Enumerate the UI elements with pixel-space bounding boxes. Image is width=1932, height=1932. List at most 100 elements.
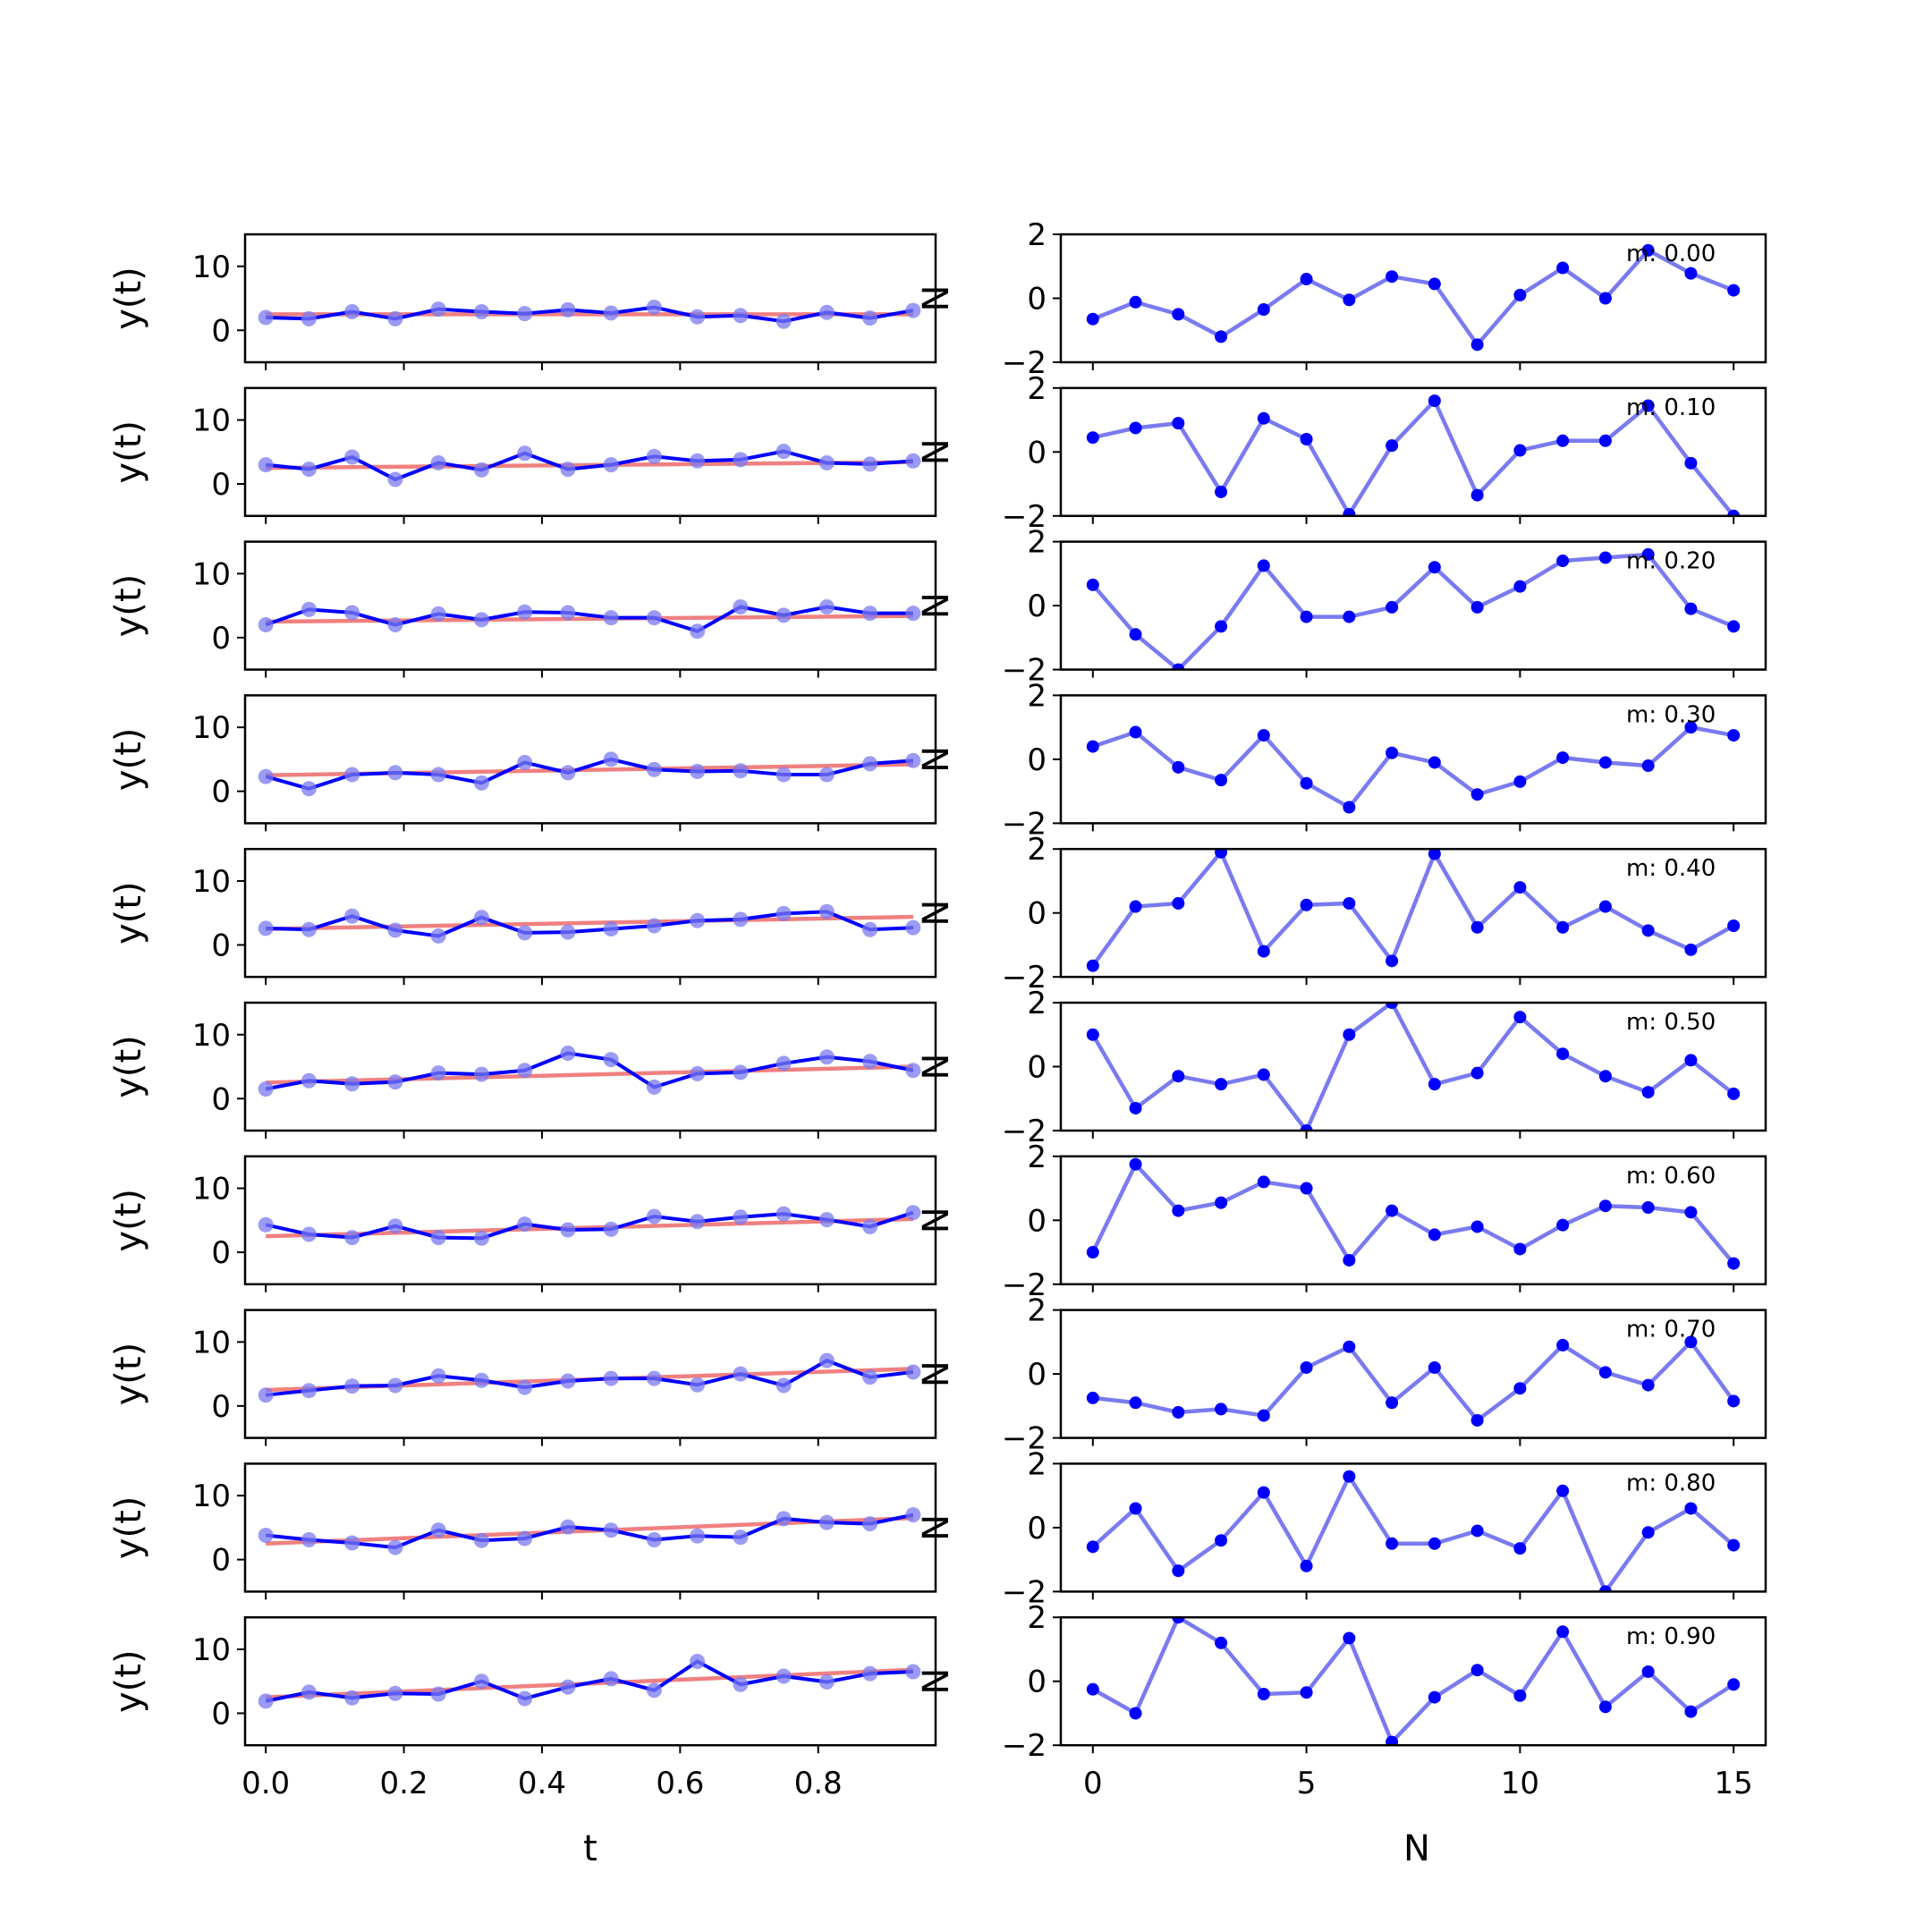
right-plot-area [1086,1003,1741,1131]
data-point [905,1205,921,1221]
y-axis-label: N [916,1054,957,1080]
data-point [1086,578,1099,591]
data-point [1470,1066,1484,1080]
left-plot-area [258,300,921,329]
data-point [1086,1246,1099,1259]
data-point [1385,746,1399,759]
data-point [1086,959,1099,972]
data-point [560,1679,576,1695]
left-plot-area [258,599,921,640]
data-point [1257,1068,1270,1081]
y-axis-label: y(t) [108,1035,149,1098]
y-axis-label: N [916,746,957,773]
data-point [1300,1124,1313,1131]
data-point [1598,1366,1612,1379]
data-point [905,606,921,622]
data-point [1385,1204,1399,1217]
data-point [818,767,835,783]
right-plot-area [1086,243,1741,352]
right-plot-area [1086,1335,1741,1427]
data-point [1215,1402,1228,1416]
data-point [387,922,403,938]
data-point [344,605,360,621]
y-tick-label: 2 [1027,1140,1046,1175]
data-point [344,1535,360,1551]
data-point [862,1665,878,1682]
y-tick-label: 0 [1027,1665,1046,1700]
data-point [1513,775,1527,788]
data-point [1257,945,1270,958]
data-point [1641,1526,1655,1539]
data-point [560,605,576,621]
y-tick-label: 2 [1027,1446,1046,1482]
right-panel-6: m: 0.60 −2 0 2 N [916,1140,1767,1303]
y-tick-label: 10 [192,250,231,285]
data-point [560,1519,576,1535]
data-point [1257,1409,1270,1422]
data-point [1428,1228,1441,1241]
data-point [603,921,619,937]
left-panel-3: 0 10 y(t) [108,694,937,832]
data-point [1598,1070,1612,1083]
data-point [1300,433,1313,445]
y-axis-label: N [916,592,957,619]
y-axis-label: y(t) [108,574,149,638]
left-plot-area [258,1205,921,1246]
panel-annotation: m: 0.80 [1626,1470,1716,1496]
data-point [517,1530,533,1546]
data-point [560,301,576,318]
series-line [1092,724,1734,810]
data-point [517,925,533,941]
data-point [258,920,274,936]
data-point [1428,561,1441,574]
data-point [690,912,706,928]
y-tick-label: 0 [1027,896,1046,932]
data-point [517,306,533,322]
data-point [1257,1175,1270,1189]
y-axis-label: y(t) [108,728,149,792]
data-point [1727,1394,1741,1408]
series-line [1091,1617,1735,1746]
data-point [1428,1078,1441,1091]
y-tick-label: 0 [211,1389,231,1425]
data-point [1470,338,1484,352]
left-column-panels: 0 10 y(t) 0 10 y(t) 0 10 y(t) 0 10 y(t) 0 10 y(t) 0 10 y(… [108,233,937,1801]
data-point [1172,1406,1185,1419]
data-point [1086,1540,1099,1554]
data-point [1086,1682,1099,1696]
data-point [1513,1242,1527,1256]
data-point [344,908,360,924]
data-point [301,1531,317,1547]
data-point [733,1366,749,1382]
data-point [690,1214,706,1230]
data-point [775,1511,792,1527]
left-panel-frame [243,1615,937,1747]
data-point [1172,896,1185,910]
data-point [1172,760,1185,774]
data-point [646,448,662,464]
left-plot-area [258,1045,921,1097]
data-point [1215,774,1228,787]
x-axis-label-t: t [583,1828,597,1869]
y-tick-label: 0 [211,1235,231,1271]
data-point [1428,756,1441,769]
data-point [1641,1665,1655,1678]
left-panel-7: 0 10 y(t) [108,1309,937,1446]
data-point [1129,1502,1142,1515]
data-point [1086,740,1099,753]
data-point [733,1064,749,1080]
panel-annotation: m: 0.50 [1626,1009,1716,1036]
data-point [1086,1028,1099,1041]
y-tick-label: 0 [211,1081,231,1117]
data-point [818,1049,835,1065]
left-panel-1: 0 10 y(t) [108,386,937,524]
data-point [1513,444,1527,457]
y-tick-label: 10 [192,710,231,746]
data-point [1385,600,1399,614]
y-tick-label: 2 [1027,678,1046,714]
data-point [258,1527,274,1543]
data-point [344,1690,360,1706]
y-tick-label: 0 [211,467,231,503]
data-point [1172,308,1185,321]
y-tick-label: 0 [211,621,231,657]
